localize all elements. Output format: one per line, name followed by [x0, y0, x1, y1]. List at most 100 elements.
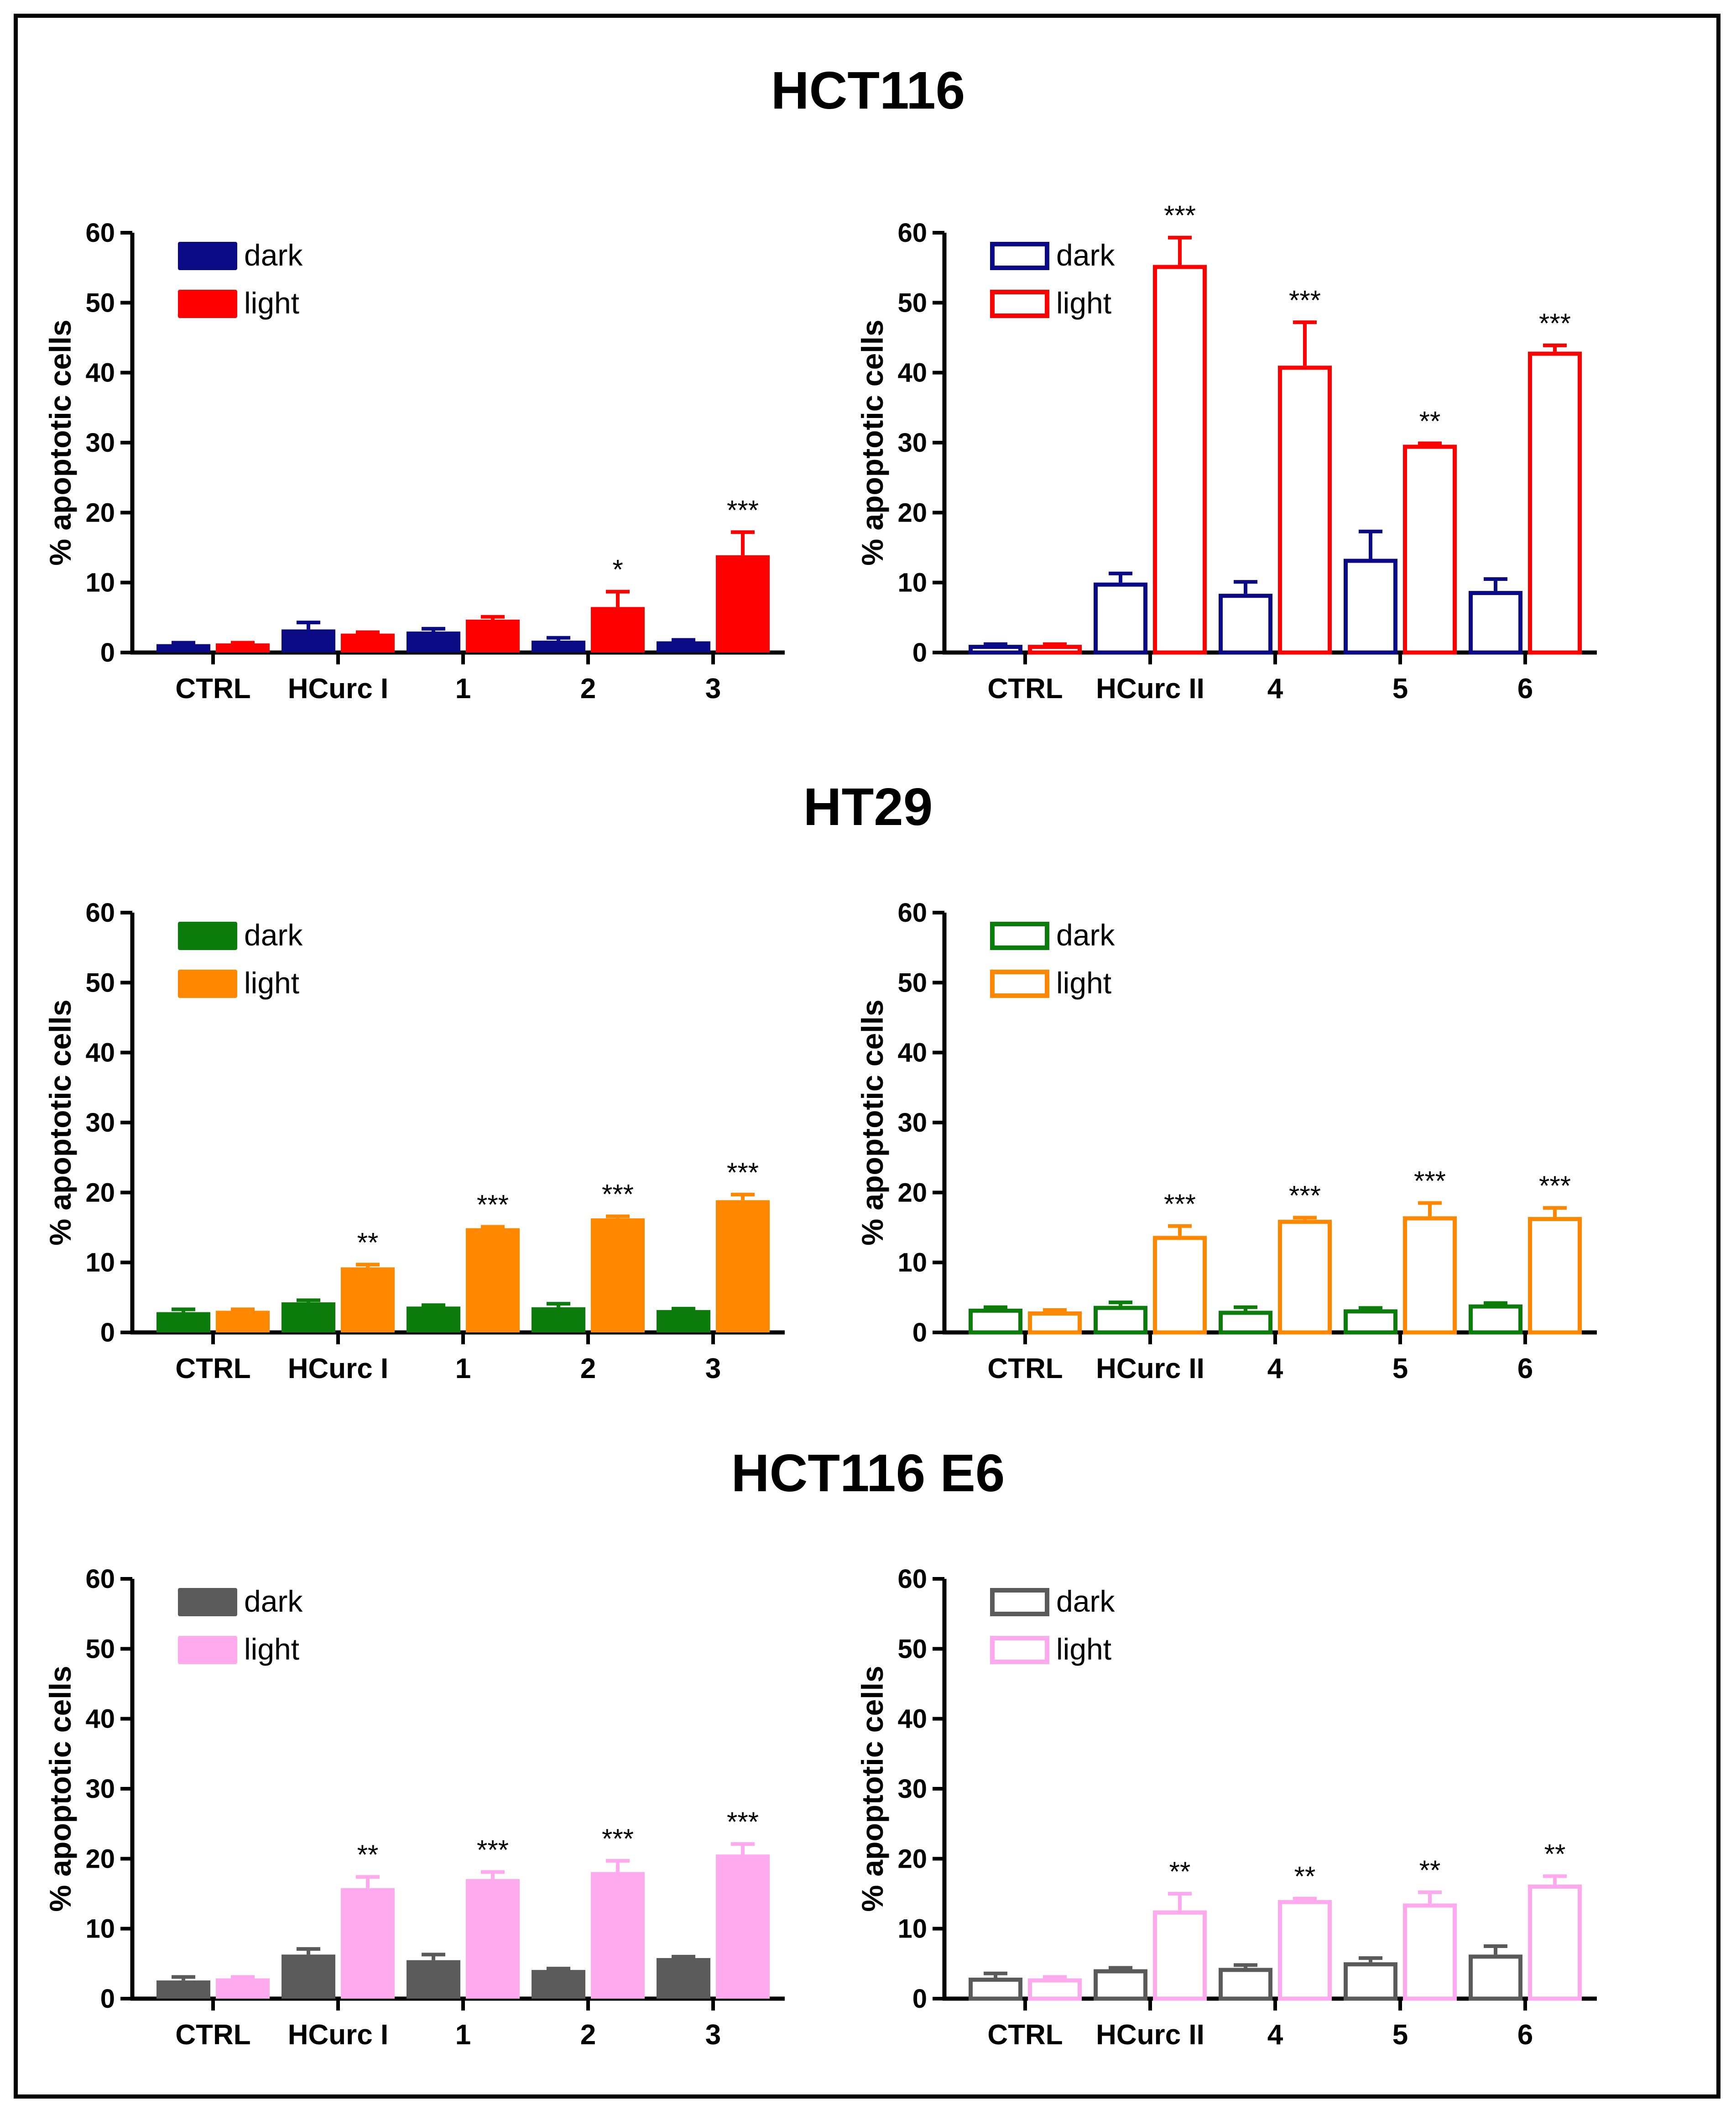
- bar-dark-5: [1344, 1962, 1397, 2001]
- bar-dark-ctrl: [969, 645, 1022, 655]
- x-tick-label: HCurc II: [1096, 673, 1204, 705]
- section-title-hct116: HCT116: [771, 61, 965, 120]
- y-tick-label: 40: [85, 1704, 115, 1734]
- bar-dark-6: [1469, 1954, 1522, 2001]
- y-tick-label: 60: [897, 1564, 927, 1594]
- bar-light-1: [466, 1228, 520, 1332]
- section-title-hct116-e6: HCT116 E6: [731, 1443, 1005, 1503]
- bar-light-2: [591, 607, 645, 653]
- y-tick-label: 10: [85, 1248, 115, 1278]
- y-tick-label: 30: [85, 428, 115, 458]
- bar-dark-hcurc-ii: [1094, 582, 1147, 655]
- bar-light-6: [1528, 1217, 1582, 1335]
- x-tick-label: HCurc I: [288, 1353, 388, 1384]
- y-tick-label: 30: [897, 1774, 927, 1804]
- y-tick-label: 40: [85, 358, 115, 388]
- bar-light-ctrl: [216, 1978, 270, 1999]
- x-tick-label: 6: [1517, 673, 1533, 705]
- significance-marker: **: [1544, 1839, 1566, 1870]
- significance-marker: ***: [602, 1179, 634, 1209]
- y-tick-label: 0: [100, 638, 115, 668]
- x-tick-label: HCurc II: [1096, 1353, 1204, 1384]
- y-tick-label: 50: [85, 968, 115, 997]
- x-tick-label: 5: [1392, 2019, 1408, 2051]
- chart-ht29-filled: 0 10 20 30 40 50 60 % apoptotic cells CTRL HCurc …: [43, 898, 785, 1384]
- significance-marker: ***: [477, 1189, 509, 1220]
- section-title-ht29: HT29: [803, 777, 933, 836]
- x-tick-label: 3: [705, 673, 721, 705]
- y-tick-label: 10: [897, 1248, 927, 1278]
- significance-marker: **: [1169, 1856, 1191, 1887]
- y-tick-label: 50: [897, 288, 927, 318]
- y-tick-label: 30: [897, 1108, 927, 1138]
- bar-light-hcurc-ii: [1153, 265, 1207, 655]
- significance-marker: *: [612, 554, 623, 585]
- y-tick-label: 0: [912, 638, 927, 668]
- legend-swatch-dark: [178, 1588, 237, 1616]
- significance-marker: **: [1419, 406, 1441, 437]
- bar-dark-2: [532, 1307, 585, 1332]
- x-tick-label: 1: [455, 2019, 471, 2051]
- bar-light-5: [1403, 1903, 1457, 2001]
- bar-dark-1: [407, 1306, 460, 1332]
- significance-marker: ***: [727, 1157, 759, 1188]
- bar-light-hcurc-i: [341, 1888, 395, 1999]
- x-tick-label: 5: [1392, 673, 1408, 705]
- x-tick-label: 1: [455, 1353, 471, 1384]
- x-tick-label: 2: [580, 2019, 596, 2051]
- legend-swatch-dark: [990, 922, 1049, 950]
- bar-dark-5: [1344, 1309, 1397, 1335]
- legend-swatch-light: [178, 970, 237, 998]
- bar-light-4: [1278, 1900, 1332, 2001]
- bar-dark-ctrl: [969, 1308, 1022, 1335]
- significance-marker: ***: [602, 1823, 634, 1854]
- bar-light-3: [716, 1200, 770, 1332]
- y-axis-label: % apoptotic cells: [855, 319, 889, 565]
- legend-swatch-light: [990, 1636, 1049, 1664]
- y-tick-label: 30: [85, 1108, 115, 1138]
- y-tick-label: 50: [897, 968, 927, 997]
- bar-light-ctrl: [1028, 645, 1082, 655]
- x-tick-label: 6: [1517, 1353, 1533, 1384]
- bar-light-5: [1403, 444, 1457, 655]
- chart-hct116-e6-filled: 0 10 20 30 40 50 60 % apoptotic cells CTRL HCurc …: [43, 1564, 785, 2051]
- legend-swatch-dark: [178, 242, 237, 270]
- bar-dark-hcurc-i: [282, 1954, 335, 1999]
- chart-ht29-outline: 0 10 20 30 40 50 60 % apoptotic cells CTRL HCurc …: [855, 898, 1597, 1384]
- legend-label-dark: dark: [1056, 918, 1115, 952]
- bar-light-hcurc-ii: [1153, 1910, 1207, 2001]
- bar-light-ctrl: [216, 1311, 270, 1332]
- bar-dark-1: [407, 632, 460, 653]
- significance-marker: ***: [1539, 1170, 1571, 1201]
- legend-label-light: light: [244, 1632, 299, 1666]
- y-tick-label: 0: [100, 1984, 115, 2014]
- x-tick-label: 3: [705, 1353, 721, 1384]
- bar-light-3: [716, 555, 770, 653]
- bar-dark-5: [1344, 559, 1397, 655]
- y-tick-label: 40: [85, 1038, 115, 1068]
- y-tick-label: 20: [85, 1178, 115, 1207]
- bar-dark-2: [532, 1970, 585, 1999]
- bar-dark-4: [1219, 594, 1272, 655]
- y-tick-label: 20: [85, 498, 115, 527]
- bar-dark-ctrl: [156, 644, 210, 653]
- bar-light-hcurc-i: [341, 633, 395, 653]
- bar-dark-4: [1219, 1968, 1272, 2001]
- y-axis-label: % apoptotic cells: [43, 319, 77, 565]
- bar-light-hcurc-i: [341, 1267, 395, 1332]
- x-tick-label: CTRL: [175, 2019, 250, 2051]
- x-tick-label: CTRL: [987, 1353, 1063, 1384]
- bar-light-2: [591, 1218, 645, 1332]
- y-tick-label: 30: [897, 428, 927, 458]
- significance-marker: **: [357, 1839, 379, 1870]
- bar-light-6: [1528, 1885, 1582, 2001]
- chart-hct116-e6-outline: 0 10 20 30 40 50 60 % apoptotic cells CTRL HCurc …: [855, 1564, 1597, 2051]
- legend-label-dark: dark: [244, 238, 303, 272]
- x-tick-label: 3: [705, 2019, 721, 2051]
- y-tick-label: 60: [85, 218, 115, 248]
- y-tick-label: 0: [912, 1318, 927, 1347]
- bar-dark-3: [657, 1310, 710, 1332]
- bar-light-1: [466, 1879, 520, 1999]
- x-tick-label: 4: [1267, 673, 1283, 705]
- significance-marker: **: [357, 1227, 379, 1258]
